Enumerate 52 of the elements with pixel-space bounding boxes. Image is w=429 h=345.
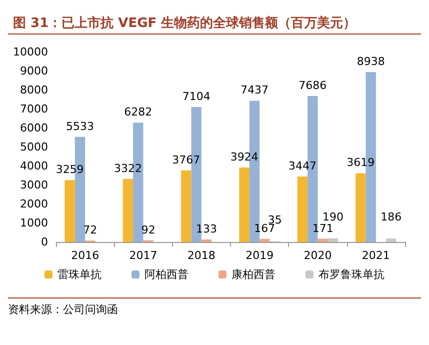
data-label: 3447: [288, 160, 316, 173]
legend-label: 雷珠单抗: [58, 268, 102, 281]
bar: [318, 238, 328, 242]
bar: [328, 238, 338, 242]
x-tick-label: 2020: [304, 249, 332, 262]
data-label: 92: [141, 223, 156, 236]
text: 资料来源：公司问询函: [8, 303, 118, 316]
data-label: 3767: [172, 153, 200, 166]
y-tick-label: 5000: [20, 140, 48, 154]
y-tick-label: 0: [41, 236, 48, 248]
bar: [181, 170, 192, 242]
data-label: 133: [196, 222, 218, 236]
data-label: 7104: [182, 90, 210, 104]
y-tick-label: 3000: [20, 178, 48, 192]
bar: [64, 180, 75, 242]
data-label: 8938: [356, 55, 385, 68]
data-label: 3322: [114, 162, 142, 175]
data-label: 190: [322, 210, 344, 224]
bar: [122, 178, 134, 242]
x-tick-label: 2021: [362, 249, 390, 262]
y-tick-label: 6000: [20, 122, 48, 134]
data-label: 3924: [230, 150, 258, 164]
bar: [239, 167, 250, 242]
bar: [297, 176, 308, 242]
bar: [356, 173, 366, 242]
y-tick-label: 7000: [20, 102, 48, 116]
y-tick-label: 4000: [20, 160, 48, 172]
data-label: 171: [312, 222, 334, 235]
data-label: 3619: [346, 156, 375, 170]
bar: [260, 238, 270, 242]
legend-label: 阿柏西普: [144, 268, 188, 281]
data-label: 186: [380, 210, 402, 224]
legend-label: 康柏西普: [232, 268, 276, 281]
legend-label: 布罗鲁珠单抗: [318, 268, 384, 281]
y-tick-label: 8000: [20, 84, 48, 96]
x-tick-label: 2019: [246, 249, 274, 262]
y-tick-label: 1000: [20, 216, 48, 230]
y-tick-label: 10000: [13, 46, 48, 58]
x-tick-label: 2016: [71, 249, 100, 262]
data-label: 6282: [124, 106, 152, 119]
y-tick-label: 9000: [20, 64, 48, 78]
chart-title: 图 31：已上市抗 VEGF 生物药的全球销售额（百万美元）: [13, 15, 356, 31]
data-label: 3259: [56, 163, 84, 176]
x-tick-label: 2018: [187, 249, 216, 262]
data-label: 72: [83, 224, 98, 237]
data-label: 7686: [298, 78, 327, 92]
bar: [386, 238, 396, 242]
data-label: 7437: [240, 84, 268, 97]
bar: [201, 239, 212, 242]
data-label: 5533: [66, 120, 94, 133]
y-tick-label: 2000: [20, 198, 48, 210]
x-tick-label: 2017: [129, 249, 158, 262]
